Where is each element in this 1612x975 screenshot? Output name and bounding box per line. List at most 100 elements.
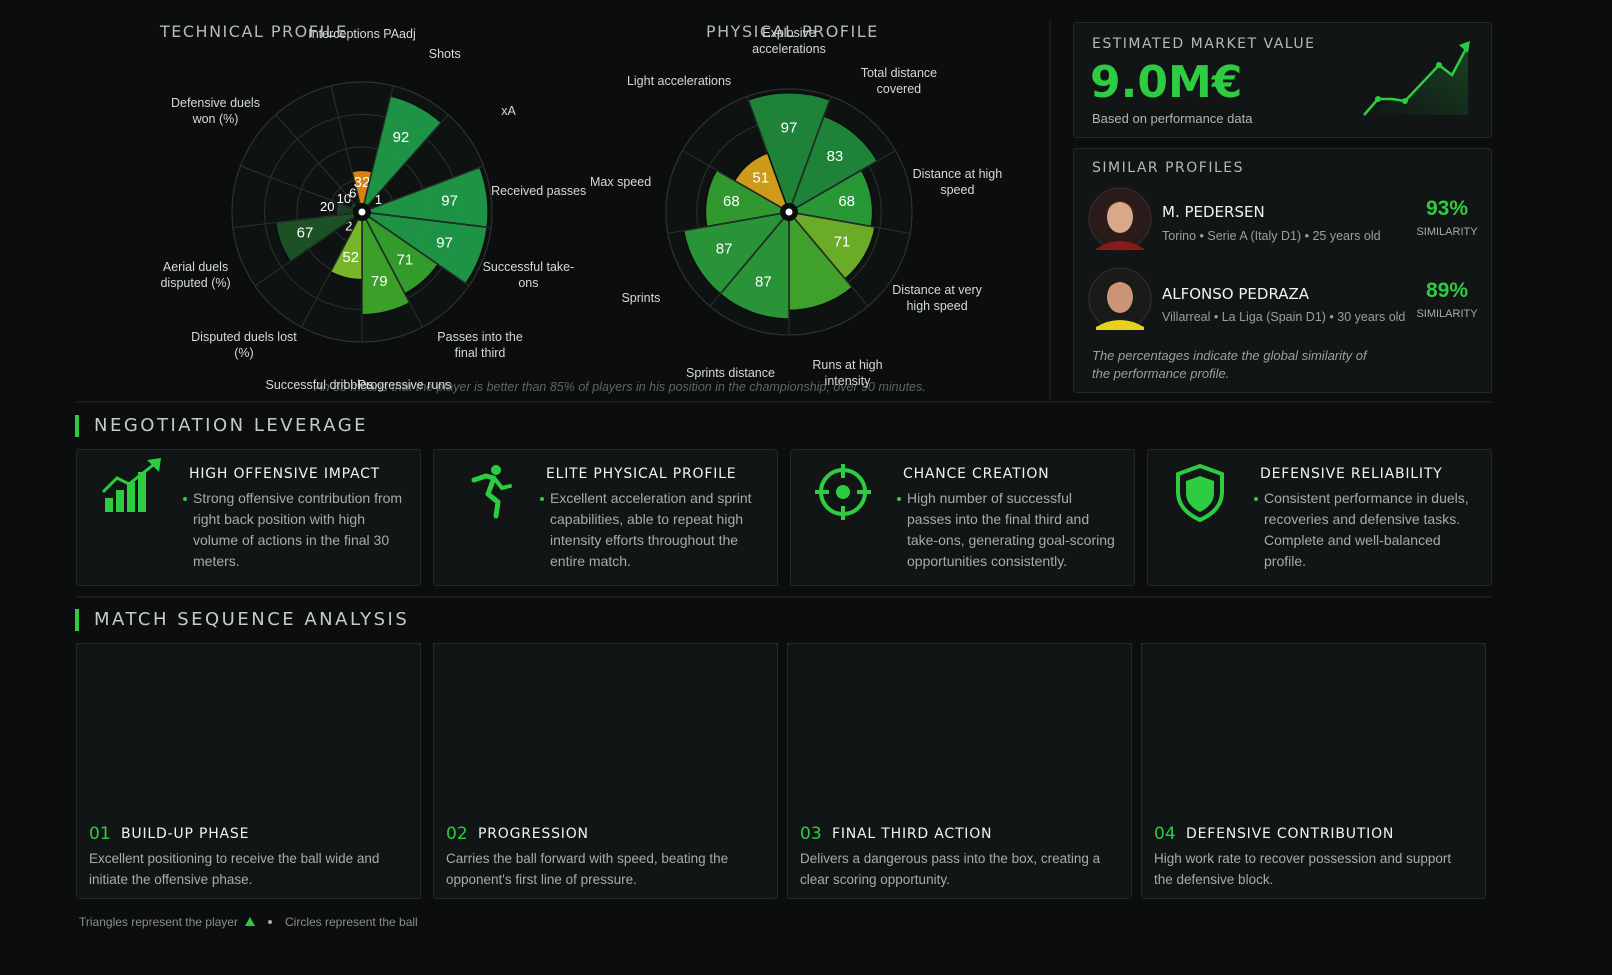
card-title: ELITE PHYSICAL PROFILE [546,466,737,482]
similar-card: SIMILAR PROFILES M. PEDERSEN Torino • Se… [1073,148,1492,393]
market-title: ESTIMATED MARKET VALUE [1092,36,1316,52]
spoke [788,211,869,307]
card-text: High number of successful passes into th… [907,490,1115,569]
spoke [330,85,363,213]
spoke [361,114,449,213]
avatar-shirt [1096,320,1144,330]
value-label: 97 [436,234,453,251]
icon-line [101,460,158,494]
card-title: DEFENSIVE RELIABILITY [1260,466,1443,482]
sparkline [1363,41,1470,116]
bullet [183,497,187,501]
spoke [361,85,394,213]
spoke [232,211,363,229]
axis-label: Total distance covered [860,66,938,96]
spark-dot [1436,62,1442,68]
slice [747,91,831,215]
center-dot [785,208,793,216]
spoke [667,211,790,234]
axis-label: Interceptions PAadj [308,27,416,41]
axis-label: Successful dribbles [265,377,374,392]
bullet [540,497,544,501]
slice [787,115,879,214]
step-text: High work rate to recover possession and… [1154,851,1452,887]
slice [682,210,791,296]
value-label: 79 [371,273,388,290]
step-number: 01 [89,824,111,844]
axis-label: Defensive duels won (%) [171,95,260,126]
icon-bar [127,482,135,512]
spoke [788,96,832,213]
card-text: Consistent performance in duels, recover… [1264,490,1469,569]
sequence-card [76,643,421,899]
icon [471,465,512,519]
similarity-label: SIMILARITY [1416,308,1478,320]
step-text: Delivers a dangerous pass into the box, … [800,851,1101,887]
icon [101,458,161,512]
legend-text: Circles represent the ball [285,915,418,929]
value-label: 52 [342,249,359,266]
spoke [361,165,484,213]
value-label: 32 [354,174,371,191]
value-label: 2 [345,218,352,233]
axis-label: Progressive runs [357,377,452,392]
axis-label: Sprints distance [686,365,775,380]
bullet [897,497,901,501]
similarity-label: SIMILARITY [1416,226,1478,238]
value-label: 1 [375,192,382,207]
chart-title: TECHNICAL PROFILE [160,22,348,41]
icon-body [471,473,501,519]
value-label: 68 [838,193,855,210]
spark-dot [1375,96,1381,102]
value-label: 92 [393,129,410,146]
avatar-hair [1106,201,1134,211]
spark-dot [1402,98,1408,104]
section-accent [75,609,79,631]
axis-label: Runs at high intensity [812,357,883,388]
chart-note: An 85 means that the player is better th… [314,380,926,394]
sequence-card [787,643,1132,899]
value-label: 51 [752,169,769,186]
icon-shield [1176,463,1224,523]
axis-label: Explosive accelerations [752,26,826,56]
icon-dot [836,485,850,499]
axis-label: xA [501,103,516,118]
axis-label: Sprints [621,290,661,305]
market-subtitle: Based on performance data [1092,111,1253,126]
spoke [682,150,790,213]
value-label: 87 [716,240,733,257]
card-text: Strong offensive contribution from right… [193,490,403,569]
axis-label: Distance at high speed [912,167,1003,198]
value-label: 83 [827,148,844,165]
slice [719,209,790,320]
axis-label: Aerial duels disputed (%) [160,260,231,291]
axis-label: Max speed [590,175,652,190]
avatar-face [1107,281,1133,313]
spoke [788,150,896,213]
icon-bar [116,490,124,512]
spark-arrow [1459,41,1470,53]
legend-triangle [245,917,255,926]
axis-label: Passes into the final third [437,330,523,361]
slice [788,209,854,312]
section-accent [75,415,79,437]
sequence-card [1141,643,1486,899]
icon [815,464,871,520]
leverage-card: HIGH OFFENSIVE IMPACT Strong offensive co… [76,449,421,586]
avatar-face [1107,201,1133,233]
player-details: Villarreal • La Liga (Spain D1) • 30 yea… [1162,310,1406,324]
axis-label: Distance at very high speed [892,282,982,313]
axis-label: Disputed duels lost (%) [191,330,297,361]
step-number: 04 [1154,824,1176,844]
spoke [361,211,470,287]
spoke [301,211,363,328]
similarity: 93% [1425,197,1469,220]
avatar-hair [1106,281,1134,291]
spoke [275,114,363,213]
value-label: 67 [297,225,314,242]
value-label: 71 [397,251,414,268]
icon-shield-in [1186,476,1214,512]
axis-label: Shots [428,47,461,62]
player-details: Torino • Serie A (Italy D1) • 25 years o… [1162,229,1381,243]
card-title: CHANCE CREATION [903,466,1050,482]
